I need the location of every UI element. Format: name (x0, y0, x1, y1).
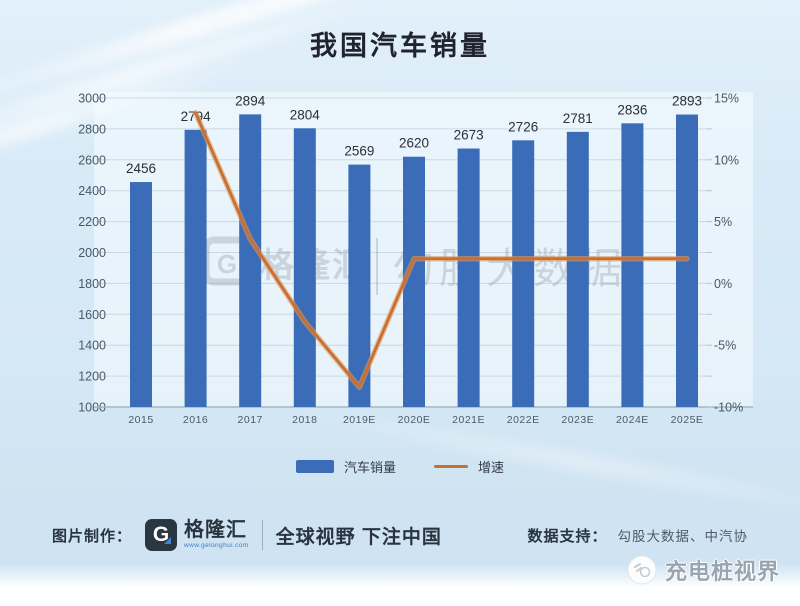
y-axis-label-left: 2000 (78, 246, 106, 260)
y-axis-label-left: 2800 (78, 122, 106, 136)
y-axis-label-left: 1000 (78, 401, 106, 415)
growth-line (194, 111, 689, 389)
watermark-big-text: 勾股大数据 (392, 245, 627, 292)
bar-value-label: 2836 (617, 102, 647, 117)
x-axis-label: 2022E (507, 414, 540, 426)
y-axis-label-left: 1800 (78, 277, 106, 291)
sales-chart: 1000 1200 1400 1600 1800 2000 2200 2400 2600 2800… (78, 92, 753, 426)
legend-label-growth: 增速 (478, 460, 505, 475)
data-support-value: 勾股大数据、中汽协 (617, 528, 748, 544)
x-axis-label: 2017 (238, 414, 263, 426)
x-axis-label: 2023E (561, 414, 594, 426)
gelonghui-logo-text: 格隆汇 www.gelonghui.com (184, 520, 249, 550)
bar-value-label: 2726 (508, 119, 538, 134)
y-axis-label-left: 2400 (78, 184, 106, 198)
bar-value-label: 2673 (454, 128, 484, 143)
y-axis-label-right: 10% (714, 153, 739, 167)
y-axis-label-left: 1600 (78, 308, 106, 322)
x-axis-label: 2020E (398, 414, 431, 426)
x-axis-label: 2025E (671, 414, 704, 426)
sales-bar (239, 114, 262, 407)
x-axis-label: 2019E (343, 414, 376, 426)
y-axis-label-left: 2600 (78, 153, 106, 167)
gelonghui-logo: G 格隆汇 www.gelonghui.com (145, 519, 249, 551)
bar-value-label: 2781 (563, 111, 593, 126)
corner-watermark-text: 充电桩视界 (664, 559, 780, 584)
y-axis-label-right: 0% (714, 277, 732, 291)
gelonghui-logo-icon: G (145, 519, 178, 551)
legend-bar-swatch (295, 460, 334, 473)
bar-value-label: 2804 (290, 107, 321, 122)
bar-value-label: 2569 (344, 144, 374, 159)
sales-bar (512, 140, 535, 407)
gelonghui-name: 格隆汇 (184, 519, 248, 542)
footer-bar: 图片制作： G 格隆汇 www.gelonghui.com 全球视野 下注中国 … (0, 511, 800, 559)
watermark-logo-letter: G (217, 249, 237, 279)
x-axis-label: 2021E (452, 414, 485, 426)
x-axis-label: 2024E (616, 414, 649, 426)
footer-left-group: 图片制作： G 格隆汇 www.gelonghui.com 全球视野 下注中国 (52, 519, 442, 551)
sales-bar (348, 164, 371, 407)
x-axis-label: 2015 (128, 414, 153, 426)
gelonghui-site-url: www.gelonghui.com (184, 542, 249, 550)
corner-watermark: 充电桩视界 (627, 554, 780, 586)
y-axis-label-right: 15% (714, 92, 739, 106)
bar-value-label: 2893 (672, 94, 702, 109)
x-axis-label: 2018 (292, 414, 317, 426)
sales-bar (621, 123, 644, 407)
x-axis-label: 2016 (183, 414, 208, 426)
legend-line-swatch (434, 465, 468, 468)
sales-bar (403, 156, 425, 407)
sales-bar (293, 128, 316, 408)
sales-bar (457, 148, 480, 408)
y-axis-label-right: -5% (714, 339, 736, 353)
footer-slogan: 全球视野 下注中国 (275, 526, 442, 548)
bar-value-label: 2456 (126, 161, 156, 176)
bar-value-label: 2620 (399, 136, 429, 151)
footer-right-group: 数据支持： 勾股大数据、中汽协 (527, 525, 748, 546)
chart-title: 我国汽车销量 (310, 31, 490, 61)
y-axis-label-right: -10% (714, 401, 743, 415)
sales-bar (184, 129, 207, 407)
y-axis-label-left: 2200 (78, 215, 106, 229)
sales-bar (566, 131, 589, 407)
corner-logo-icon (627, 555, 657, 585)
sales-bar (130, 182, 152, 407)
chart-legend: 汽车销量 增速 (0, 457, 800, 476)
y-axis-label-left: 1200 (78, 370, 106, 384)
y-axis-label-left: 1400 (78, 339, 106, 353)
legend-label-sales: 汽车销量 (343, 460, 396, 475)
data-support-label: 数据支持： (527, 527, 608, 545)
bar-value-label: 2894 (235, 93, 266, 108)
y-axis-label-left: 3000 (78, 92, 106, 106)
y-axis-label-right: 5% (714, 215, 732, 229)
credit-label: 图片制作： (52, 527, 133, 545)
footer-divider (261, 520, 263, 550)
